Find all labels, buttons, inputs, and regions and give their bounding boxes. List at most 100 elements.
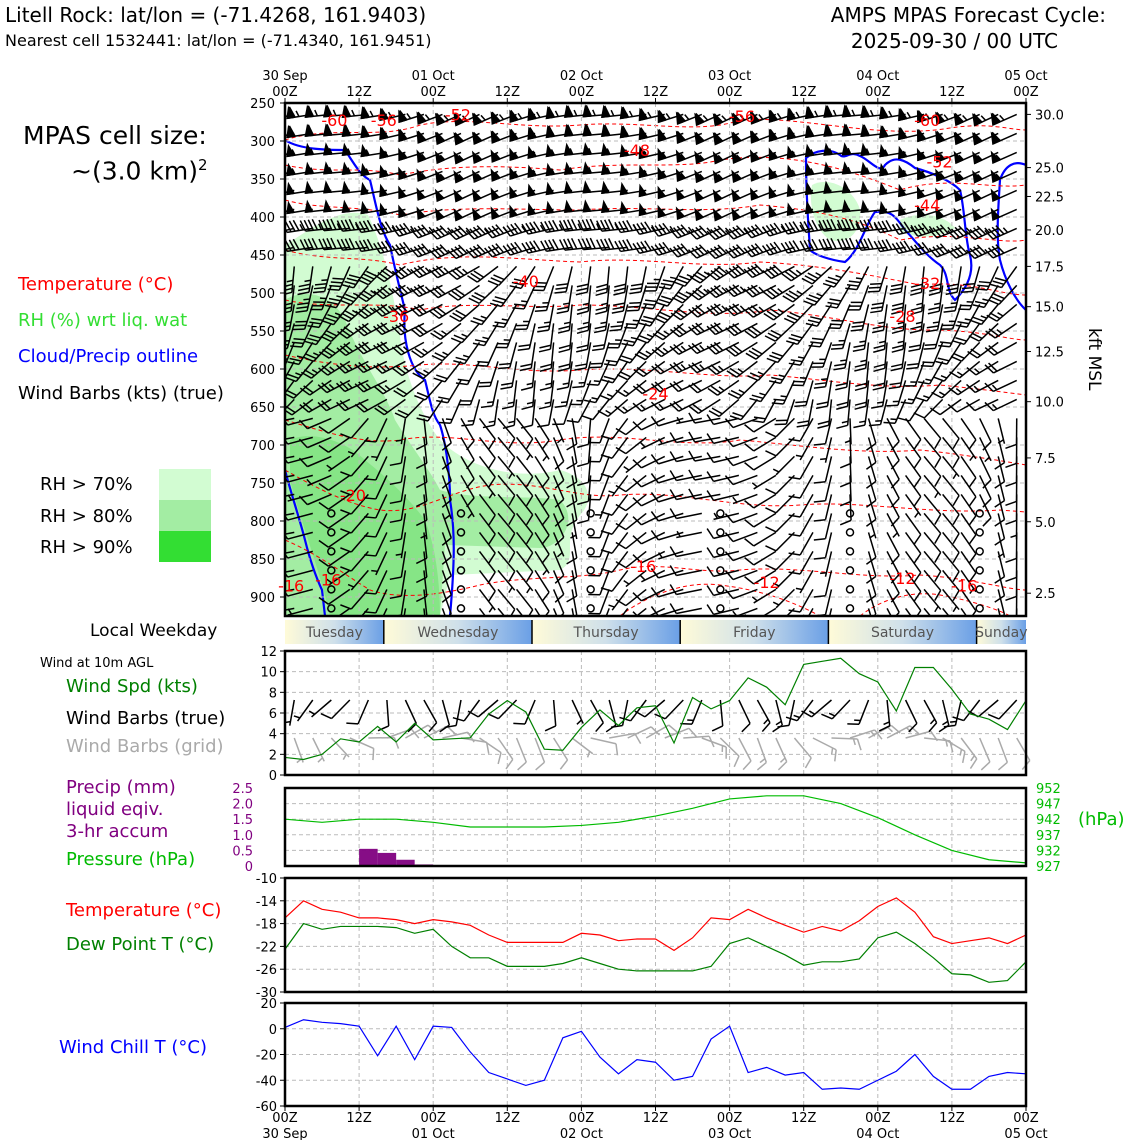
barb-pennant bbox=[545, 143, 555, 158]
barb-pennant bbox=[341, 180, 351, 194]
wind-barb bbox=[566, 475, 578, 508]
wind-speed-panel-ytick-label: 8 bbox=[269, 686, 277, 701]
wind-barb bbox=[441, 437, 452, 470]
barb-flag bbox=[566, 105, 574, 117]
barb-flag bbox=[813, 385, 826, 389]
wind-barb bbox=[452, 699, 481, 722]
barb-shaft bbox=[423, 608, 428, 616]
barb-flag bbox=[410, 328, 421, 338]
barb-flag bbox=[535, 305, 548, 309]
barb-pennant bbox=[509, 166, 519, 181]
barb-flag bbox=[470, 272, 481, 281]
barb-shaft bbox=[904, 512, 922, 535]
barb-flag bbox=[391, 270, 402, 280]
barb-flag bbox=[343, 326, 355, 335]
barb-half-flag bbox=[310, 167, 315, 174]
wind-barb bbox=[669, 451, 702, 463]
barb-shaft bbox=[483, 323, 499, 346]
barb-shaft bbox=[565, 266, 573, 292]
barb-flag bbox=[292, 219, 300, 231]
wind-speed-panel-ytick-label: 0 bbox=[269, 769, 277, 784]
wind-barb bbox=[515, 304, 536, 331]
barb-shaft bbox=[328, 512, 351, 529]
barb-flag bbox=[794, 404, 807, 408]
temp-dewpoint-panel-ytick-label: -26 bbox=[256, 963, 277, 978]
barb-shaft bbox=[361, 227, 388, 234]
barb-flag bbox=[499, 362, 511, 366]
barb-flag bbox=[366, 238, 374, 250]
barb-half-flag bbox=[526, 587, 531, 594]
barb-half-flag bbox=[395, 439, 403, 442]
wind-barb bbox=[586, 585, 595, 594]
barb-shaft bbox=[515, 531, 534, 554]
calm-circle bbox=[845, 585, 855, 594]
barb-flag bbox=[417, 130, 427, 141]
wind-barb bbox=[865, 551, 877, 584]
barb-flag bbox=[569, 403, 582, 406]
barb-flag bbox=[441, 575, 452, 584]
barb-half-flag bbox=[795, 269, 802, 275]
wind-barb bbox=[813, 589, 833, 616]
barb-flag bbox=[744, 424, 755, 433]
barb-flag bbox=[476, 225, 486, 235]
barb-pennant bbox=[471, 207, 482, 222]
barb-half-flag bbox=[387, 111, 393, 118]
barb-flag bbox=[329, 284, 341, 288]
wind-barb bbox=[615, 474, 647, 493]
barb-shaft bbox=[307, 436, 332, 449]
wind-barb bbox=[515, 512, 534, 545]
barb-shaft bbox=[375, 418, 388, 443]
wind-barb bbox=[379, 107, 406, 122]
wind-barb bbox=[632, 512, 666, 526]
barb-half-flag bbox=[869, 109, 874, 117]
barb-shaft bbox=[400, 608, 407, 616]
barb-shaft bbox=[732, 455, 758, 467]
wind-barb bbox=[298, 417, 332, 430]
wind-barb bbox=[285, 510, 313, 521]
xs-pressure-tick-label: 600 bbox=[250, 363, 275, 378]
barb-half-flag bbox=[488, 420, 496, 424]
wind-barb bbox=[287, 607, 313, 616]
barb-flag bbox=[833, 367, 846, 371]
wind-barb bbox=[865, 437, 877, 470]
wind-barb bbox=[669, 470, 702, 482]
wind-barb bbox=[557, 342, 573, 372]
barb-shaft bbox=[497, 455, 516, 477]
barb-shaft bbox=[301, 323, 314, 348]
wind-barb bbox=[689, 265, 721, 284]
bottom-time-tick-label: 00Z 30 Sep bbox=[262, 1111, 307, 1140]
barb-flag bbox=[566, 500, 578, 508]
wind-barb bbox=[364, 532, 388, 557]
barb-pennant bbox=[545, 200, 555, 215]
barb-shaft bbox=[478, 493, 496, 516]
barb-pennant bbox=[841, 180, 851, 194]
barb-half-flag bbox=[318, 223, 323, 230]
barb-flag bbox=[410, 287, 420, 297]
xs-kft-tick-label: 30.0 bbox=[1035, 108, 1064, 123]
barb-half-flag bbox=[285, 339, 290, 342]
barb-flag bbox=[285, 415, 289, 426]
barb-flag bbox=[852, 321, 865, 324]
barb-shaft bbox=[423, 551, 428, 578]
wind-barb bbox=[657, 436, 684, 446]
barb-half-flag bbox=[439, 173, 446, 180]
barb-flag bbox=[288, 125, 296, 137]
wind-barb bbox=[389, 437, 407, 467]
barb-flag bbox=[453, 334, 465, 341]
barb-half-flag bbox=[970, 755, 976, 762]
barb-flag bbox=[669, 247, 679, 258]
wind-barb bbox=[520, 399, 536, 429]
barb-flag bbox=[318, 351, 330, 359]
wind-barb bbox=[515, 455, 534, 488]
barb-shaft bbox=[456, 265, 480, 280]
barb-flag bbox=[391, 326, 402, 336]
isotherm-label: -36 bbox=[383, 307, 409, 326]
barb-shaft bbox=[904, 417, 922, 440]
wind-barb bbox=[669, 584, 702, 596]
wind-barb bbox=[984, 341, 1018, 356]
barb-flag bbox=[302, 356, 314, 363]
isotherm-label: -56 bbox=[371, 111, 397, 130]
barb-shaft bbox=[569, 323, 573, 350]
barb-flag bbox=[541, 515, 550, 527]
barb-pennant bbox=[434, 169, 445, 184]
